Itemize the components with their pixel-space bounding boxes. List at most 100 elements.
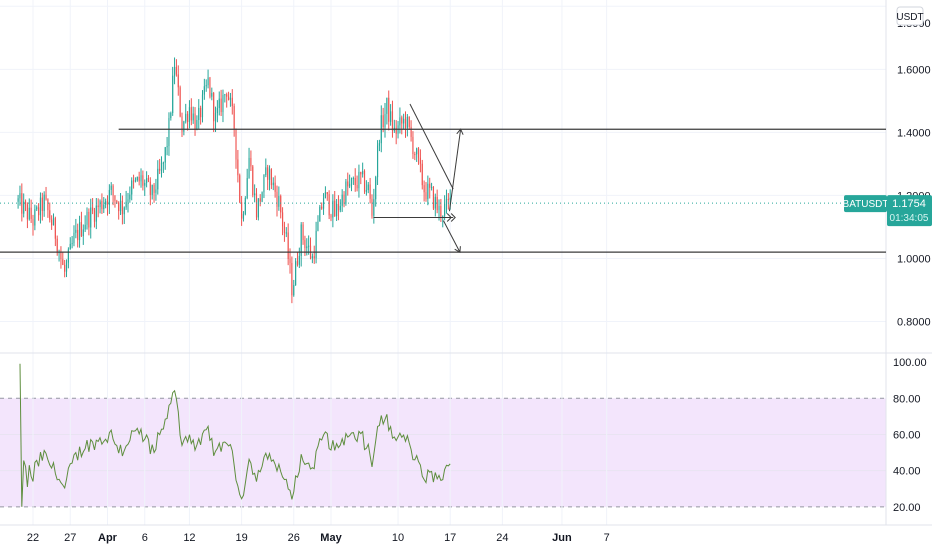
candle xyxy=(311,253,313,264)
candle xyxy=(283,221,286,242)
candle xyxy=(429,177,431,199)
price-axis-label: 1.4000 xyxy=(897,127,931,139)
candle xyxy=(84,215,86,233)
rsi-axis-label: 40.00 xyxy=(893,466,921,478)
candle xyxy=(39,192,42,224)
candle xyxy=(341,189,343,212)
candle xyxy=(332,194,334,228)
candle xyxy=(334,190,336,217)
candle xyxy=(229,92,232,107)
candle xyxy=(261,191,263,203)
candle xyxy=(175,59,177,77)
candle xyxy=(313,245,315,264)
candle xyxy=(384,102,386,138)
candle xyxy=(363,169,366,194)
triangle-upper-trendline[interactable] xyxy=(409,103,454,190)
candle xyxy=(41,192,43,221)
breakout-up-arrow[interactable] xyxy=(448,128,464,212)
candle xyxy=(125,190,127,210)
currency-badge-text: USDT xyxy=(896,12,923,23)
candle xyxy=(322,193,325,215)
apex-chevron-icon xyxy=(446,213,456,222)
candle xyxy=(183,120,185,136)
candle xyxy=(328,190,330,220)
candle xyxy=(321,202,323,210)
candle xyxy=(65,259,68,278)
candle xyxy=(270,168,272,190)
candle xyxy=(252,164,254,198)
candle xyxy=(276,185,278,217)
candle xyxy=(36,205,38,212)
candle xyxy=(360,171,362,185)
candle xyxy=(326,191,328,201)
candle xyxy=(291,256,293,304)
candle xyxy=(386,97,388,125)
candle xyxy=(412,131,414,159)
candle xyxy=(263,174,265,199)
candle xyxy=(218,91,220,116)
candle xyxy=(445,189,448,214)
candle xyxy=(201,90,204,123)
candle xyxy=(170,111,172,121)
candle xyxy=(248,147,250,179)
breakdown-arrow[interactable] xyxy=(443,220,461,253)
candle xyxy=(235,128,237,169)
candle xyxy=(227,91,230,101)
candle xyxy=(257,198,259,221)
last-price-tag[interactable]: BATUSDT 1.1754 01:34:05 xyxy=(843,195,932,227)
candle xyxy=(54,216,56,247)
candle xyxy=(51,215,53,230)
candle xyxy=(101,193,103,214)
candle xyxy=(244,196,246,216)
candle xyxy=(147,175,150,183)
rsi-axis-label: 80.00 xyxy=(893,393,921,405)
candle xyxy=(26,202,28,229)
price-label-bg xyxy=(887,195,932,227)
time-axis-labels: 22 27 Apr 6 12 19 26 May 10 17 24 Jun 7 xyxy=(27,532,610,544)
candle xyxy=(447,193,449,210)
candle xyxy=(144,179,146,196)
candle xyxy=(34,204,36,231)
candle xyxy=(309,237,312,260)
candle xyxy=(265,158,267,178)
candle xyxy=(395,120,397,145)
candle xyxy=(408,116,410,130)
candle xyxy=(295,258,297,286)
candle xyxy=(213,91,215,133)
grid-layer xyxy=(0,0,886,525)
time-axis-label: 27 xyxy=(64,532,76,544)
candle xyxy=(254,184,256,203)
candle xyxy=(272,177,274,191)
candle xyxy=(106,195,109,216)
candle xyxy=(226,92,228,108)
candle xyxy=(423,180,425,202)
currency-badge[interactable]: USDT xyxy=(896,6,924,26)
candle xyxy=(60,246,62,269)
candle xyxy=(118,201,120,220)
candle xyxy=(280,194,282,219)
candle xyxy=(382,107,384,133)
time-axis-label: Jun xyxy=(552,532,572,544)
candle xyxy=(181,112,183,137)
time-axis-label: May xyxy=(320,532,342,544)
rsi-line xyxy=(19,363,451,507)
candle xyxy=(187,111,189,131)
candle xyxy=(146,171,148,188)
candle xyxy=(172,66,174,116)
candle xyxy=(231,89,233,115)
candle xyxy=(136,176,138,182)
candle xyxy=(92,198,94,215)
candle xyxy=(200,105,202,125)
candle xyxy=(211,87,213,101)
drawings-layer[interactable] xyxy=(0,103,886,253)
time-axis-label: 24 xyxy=(496,532,508,544)
time-axis-label: 22 xyxy=(27,532,39,544)
candle xyxy=(250,150,252,172)
candle xyxy=(241,195,243,226)
candle xyxy=(78,215,81,248)
candle xyxy=(220,89,222,117)
candle xyxy=(350,177,353,192)
candle xyxy=(142,170,144,191)
